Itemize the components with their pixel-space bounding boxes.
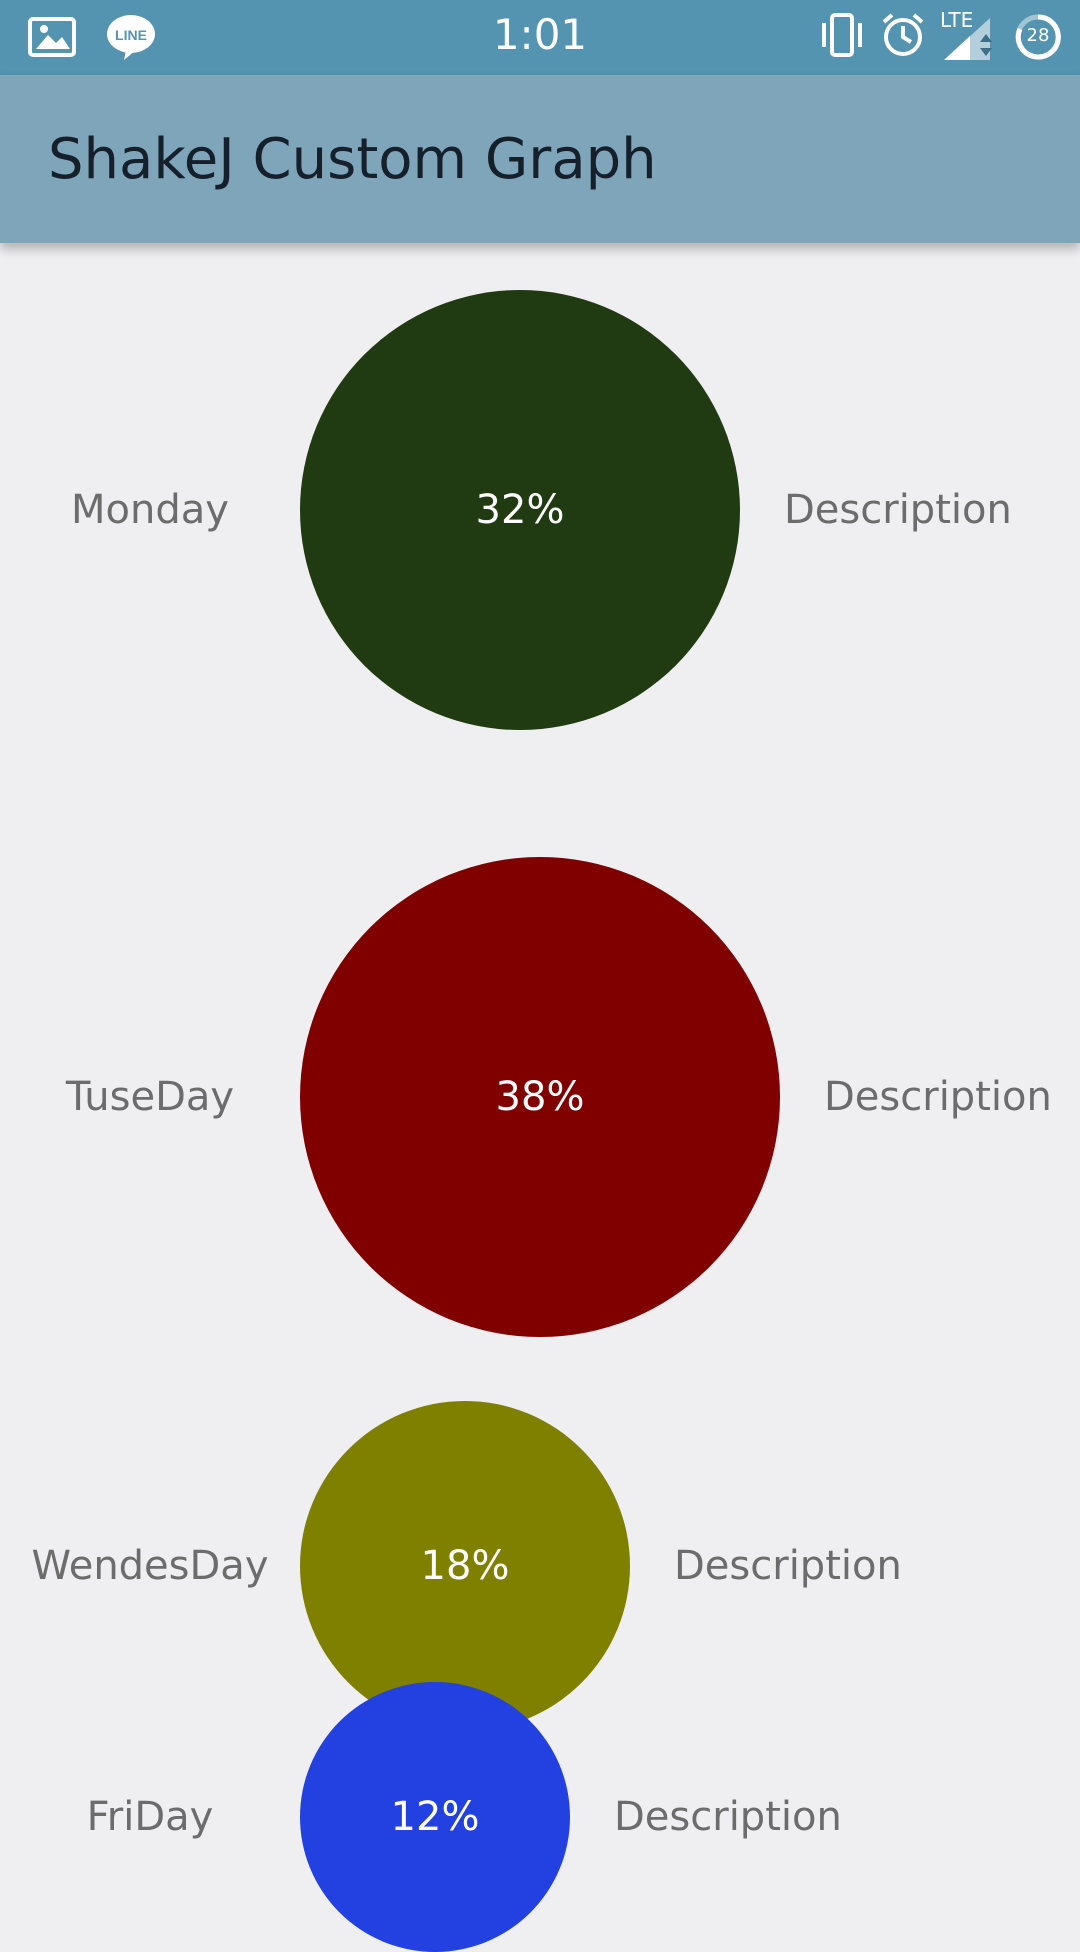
description-label: Description [674,1543,902,1589]
day-label: Monday [71,487,229,533]
description-label: Description [784,487,1012,533]
bubble-friday: 12% [300,1682,570,1952]
bubble-value-label: 12% [390,1794,480,1840]
app-title: ShakeJ Custom Graph [48,127,657,192]
day-label: WendesDay [31,1543,269,1589]
signal-icon: LTE [940,8,1000,62]
bubble-value-label: 32% [475,487,565,533]
vibrate-icon [818,13,866,61]
line-icon: LINE [106,14,156,64]
bubble-monday: 32% [300,290,740,730]
network-type-label: LTE [940,8,974,32]
bubble-tuseday: 38% [300,857,780,1337]
app-bar: ShakeJ Custom Graph [0,75,1080,243]
day-label: TuseDay [65,1074,235,1120]
description-label: Description [824,1074,1052,1120]
description-label: Description [614,1794,842,1840]
bubble-value-label: 38% [495,1074,585,1120]
svg-text:LINE: LINE [115,27,147,43]
alarm-icon [880,12,926,62]
status-time: 1:01 [492,10,588,59]
battery-icon: 28 [1014,13,1062,61]
day-label: FriDay [86,1794,214,1840]
gallery-icon [28,17,76,61]
bubble-wendesday: 18% [300,1401,630,1731]
status-bar: LINE 1:01 LTE [0,0,1080,75]
battery-level-text: 28 [1026,25,1050,46]
bubble-value-label: 18% [420,1543,510,1589]
